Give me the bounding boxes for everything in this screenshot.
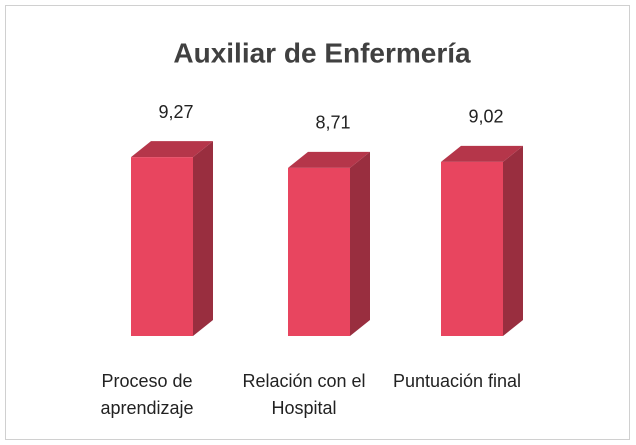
bar-top bbox=[288, 151, 370, 168]
data-label: 9,27 bbox=[158, 102, 193, 122]
bar bbox=[131, 141, 213, 336]
bar-front bbox=[288, 167, 350, 336]
bar-top bbox=[441, 145, 523, 162]
bar-front bbox=[131, 157, 193, 336]
bar-side bbox=[503, 145, 523, 336]
data-label: 8,71 bbox=[315, 113, 350, 133]
bar bbox=[288, 151, 370, 336]
x-tick-label: Puntuación final bbox=[392, 371, 522, 391]
bar bbox=[441, 145, 523, 336]
data-label: 9,02 bbox=[468, 107, 503, 127]
bar-front bbox=[441, 161, 503, 336]
bar-side bbox=[350, 151, 370, 336]
x-tick-label: Proceso de aprendizaje bbox=[100, 371, 194, 418]
chart-title: Auxiliar de Enfermería bbox=[173, 37, 471, 68]
x-tick-label: Relación con el Hospital bbox=[242, 371, 366, 418]
bar-side bbox=[193, 141, 213, 336]
bar-top bbox=[131, 141, 213, 158]
